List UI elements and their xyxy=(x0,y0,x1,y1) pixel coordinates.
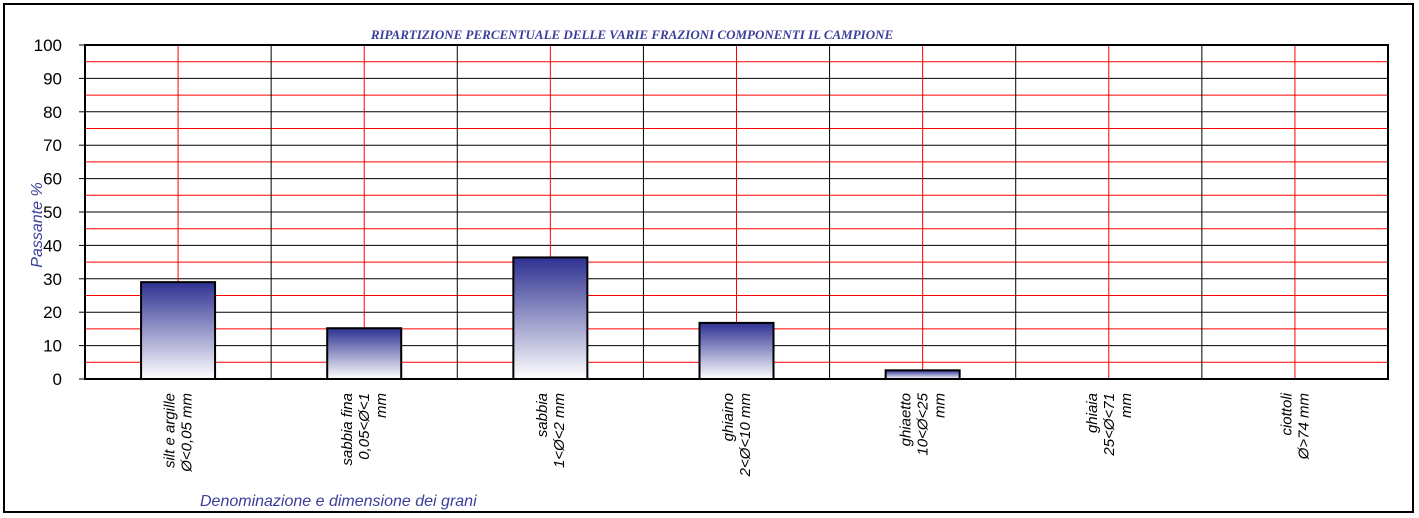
y-tick-label: 10 xyxy=(43,337,62,356)
x-category-label: 1<Ø<2 mm xyxy=(551,393,568,468)
x-category-label: 0,05<Ø<1 xyxy=(356,393,373,460)
x-category-label: 25<Ø<71 xyxy=(1101,393,1118,457)
y-tick-label: 70 xyxy=(43,136,62,155)
y-tick-label: 80 xyxy=(43,103,62,122)
bars xyxy=(140,256,961,381)
x-category-label: ciottoli xyxy=(1278,392,1295,435)
x-category-label: mm xyxy=(1118,393,1135,418)
y-tick-label: 30 xyxy=(43,270,62,289)
y-tick-label: 0 xyxy=(53,370,62,389)
bar xyxy=(326,327,403,380)
y-tick-label: 50 xyxy=(43,203,62,222)
x-category-label: silt e argille xyxy=(162,393,179,468)
x-category-label: Ø<0,05 mm xyxy=(179,393,196,473)
y-tick-label: 40 xyxy=(43,236,62,255)
y-tick-label: 20 xyxy=(43,303,62,322)
x-category-label: sabbia xyxy=(534,393,551,437)
x-category-label: mm xyxy=(932,393,949,418)
bar xyxy=(140,281,217,381)
x-category-label: 10<Ø<25 xyxy=(915,392,932,455)
x-category-label: ghiaia xyxy=(1084,393,1101,433)
x-category-label: 2<Ø<10 mm xyxy=(737,393,754,477)
y-tick-label: 90 xyxy=(43,69,62,88)
x-category-label: sabbia fina xyxy=(339,393,356,466)
bar xyxy=(884,369,961,381)
x-category-label: ghiaetto xyxy=(898,393,915,446)
x-category-labels: silt e argille Ø<0,05 mm sabbia fina 0,05<Ø… xyxy=(162,392,1313,477)
bar xyxy=(698,321,775,380)
bar xyxy=(512,256,589,381)
y-axis-label: Passante % xyxy=(29,182,46,267)
y-tick-label: 100 xyxy=(34,36,62,55)
y-tick-labels: 0 10 20 30 40 50 60 70 80 90 100 xyxy=(34,36,85,389)
y-tick-label: 60 xyxy=(43,170,62,189)
chart-title: RIPARTIZIONE PERCENTUALE DELLE VARIE FRA… xyxy=(370,27,894,42)
x-category-label: Ø>74 mm xyxy=(1295,393,1312,460)
x-category-label: mm xyxy=(373,393,390,418)
x-category-label: ghiaino xyxy=(720,393,737,441)
x-axis-label: Denominazione e dimensione dei grani xyxy=(200,493,477,510)
